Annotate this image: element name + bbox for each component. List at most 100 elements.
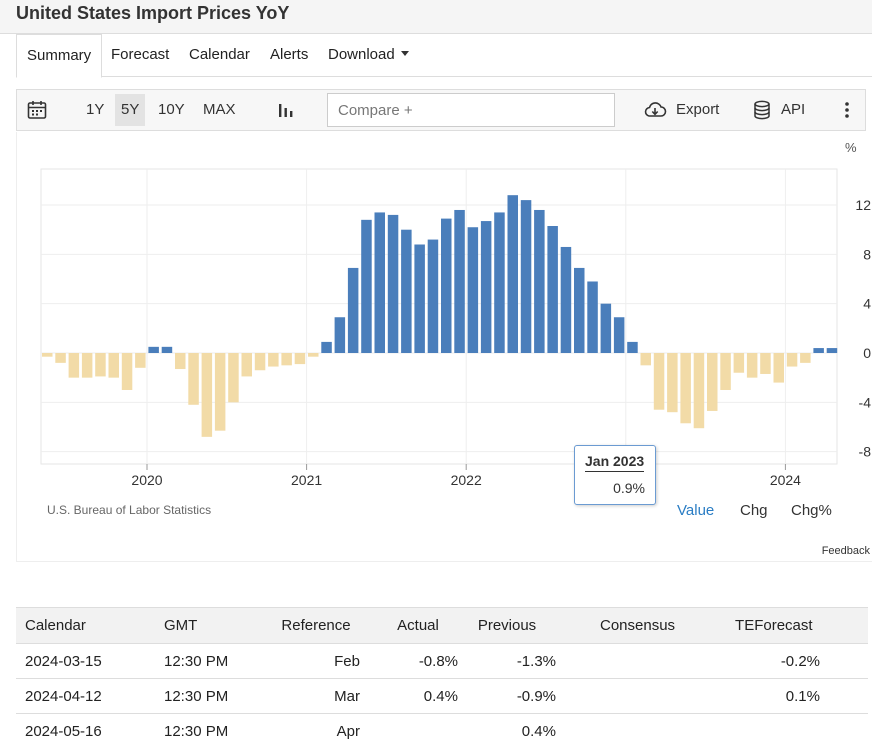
compare-input[interactable] [327, 93, 615, 127]
bar[interactable] [667, 353, 678, 413]
table-row: 2024-05-16 12:30 PM Apr 0.4% [16, 713, 868, 746]
bar[interactable] [560, 246, 572, 353]
bar[interactable] [441, 218, 452, 353]
bar[interactable] [813, 348, 824, 353]
bar[interactable] [720, 353, 731, 390]
cell-time: 12:30 PM [156, 678, 272, 714]
bar[interactable] [826, 348, 838, 353]
bar[interactable] [281, 353, 292, 366]
bar-chart-icon[interactable] [277, 101, 295, 119]
bar[interactable] [480, 221, 492, 353]
chart-grid [40, 168, 838, 465]
bar[interactable] [321, 341, 332, 353]
bar[interactable] [387, 214, 399, 353]
view-value-button[interactable]: Value [677, 502, 715, 519]
bar[interactable] [201, 353, 213, 437]
col-teforecast: TEForecast [675, 607, 868, 644]
bar[interactable] [760, 353, 771, 374]
api-button[interactable]: API [781, 101, 806, 118]
bar[interactable] [653, 353, 665, 410]
y-tick-label: -4 [859, 394, 872, 410]
bar[interactable] [707, 353, 718, 411]
cell-date: 2024-04-12 [16, 678, 156, 714]
tab-download[interactable]: Download [328, 34, 409, 77]
bar[interactable] [228, 353, 239, 403]
bar[interactable] [42, 353, 53, 357]
range-1y[interactable]: 1Y [86, 101, 105, 118]
cell-actual [378, 713, 458, 746]
bar[interactable] [401, 229, 412, 353]
cell-previous: -1.3% [458, 643, 556, 679]
col-previous: Previous [458, 607, 556, 644]
bar[interactable] [467, 227, 479, 353]
bar[interactable] [800, 353, 811, 363]
bar[interactable] [308, 353, 319, 357]
bar[interactable] [640, 353, 652, 366]
bar[interactable] [334, 317, 346, 353]
bar[interactable] [374, 212, 386, 353]
bar[interactable] [680, 353, 691, 424]
bar[interactable] [773, 353, 785, 383]
calendar-icon[interactable] [27, 100, 47, 120]
cell-consensus [556, 678, 676, 714]
bar[interactable] [268, 353, 279, 367]
bar[interactable] [574, 267, 585, 353]
bar[interactable] [733, 353, 745, 373]
chart-toolbar: 1Y 5Y 10Y MAX Export API [16, 89, 866, 131]
bar[interactable] [520, 200, 532, 353]
bar[interactable] [613, 317, 625, 353]
tab-summary[interactable]: Summary [16, 34, 103, 78]
bar[interactable] [507, 195, 519, 353]
bar[interactable] [414, 244, 425, 353]
tab-forecast[interactable]: Forecast [111, 46, 170, 63]
bar[interactable] [148, 346, 159, 353]
bar[interactable] [68, 353, 80, 378]
bar[interactable] [81, 353, 93, 378]
plot-frame [40, 168, 838, 465]
bar[interactable] [534, 209, 545, 353]
bar[interactable] [294, 353, 306, 365]
bar[interactable] [494, 212, 505, 353]
view-chg-pct-button[interactable]: Chg% [791, 502, 832, 519]
feedback-link[interactable]: Feedback [821, 545, 870, 557]
range-10y[interactable]: 10Y [158, 101, 185, 118]
bar[interactable] [547, 226, 558, 353]
bar[interactable] [161, 346, 173, 353]
bar[interactable] [214, 353, 226, 431]
bar[interactable] [95, 353, 106, 377]
bar[interactable] [587, 281, 598, 353]
export-button[interactable]: Export [676, 101, 720, 118]
bar[interactable] [188, 353, 199, 405]
bar[interactable] [627, 341, 638, 353]
bar[interactable] [254, 353, 266, 371]
bar[interactable] [693, 353, 705, 429]
bar[interactable] [427, 239, 439, 353]
bar[interactable] [108, 353, 120, 378]
bar[interactable] [55, 353, 66, 363]
bar[interactable] [135, 353, 146, 368]
range-max[interactable]: MAX [203, 101, 236, 118]
tab-alerts[interactable]: Alerts [270, 46, 309, 63]
x-tick-label: 2022 [451, 472, 482, 488]
tab-download-label: Download [328, 46, 395, 63]
bar[interactable] [241, 353, 253, 377]
y-tick-label: 4 [863, 296, 871, 312]
more-vertical-icon[interactable] [843, 101, 851, 119]
cell-reference: Feb [272, 643, 378, 679]
range-5y[interactable]: 5Y [115, 94, 146, 126]
tab-calendar[interactable]: Calendar [189, 46, 250, 63]
view-chg-button[interactable]: Chg [740, 502, 768, 519]
bar[interactable] [746, 353, 758, 378]
bar[interactable] [600, 303, 612, 353]
database-icon[interactable] [753, 100, 771, 120]
cloud-download-icon[interactable] [643, 100, 667, 120]
bar[interactable] [175, 353, 186, 370]
bar[interactable] [347, 267, 359, 353]
cell-reference: Mar [272, 678, 378, 714]
bar[interactable] [361, 219, 372, 353]
bar[interactable] [121, 353, 133, 390]
x-tick-label: 2021 [291, 472, 322, 488]
bar[interactable] [786, 353, 798, 367]
bar[interactable] [454, 209, 465, 353]
